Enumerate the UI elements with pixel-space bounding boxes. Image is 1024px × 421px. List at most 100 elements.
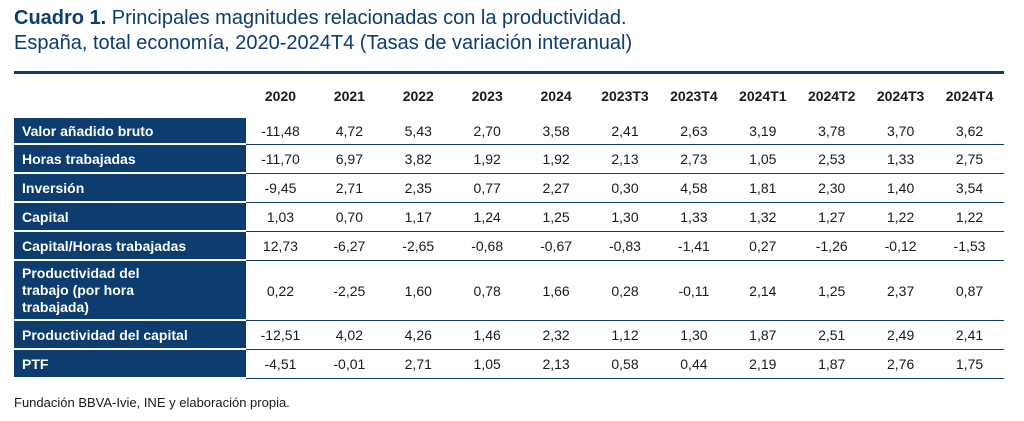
title-line2: España, total economía, 2020-2024T4 (Tas… [14,32,633,54]
table-cell: 0,28 [590,261,660,321]
table-cell: 1,30 [659,321,729,350]
table-cell: 2,73 [659,145,729,174]
table-cell: 2,75 [935,145,1004,174]
table-cell: 1,87 [728,321,798,350]
table-cell: 4,26 [383,321,453,350]
table-cell: 2,30 [797,174,867,203]
column-header: 2024 [540,88,572,104]
row-label: Inversión [14,174,246,203]
table-cell: 1,12 [590,321,660,350]
table-cell: 0,87 [935,261,1004,321]
table-cell: 2,71 [383,350,453,379]
table-cell: 2,14 [728,261,798,321]
table-cell: 4,02 [314,321,384,350]
column-header: 2023T4 [670,88,718,104]
table-cell: 1,27 [797,203,867,232]
table-cell: 0,44 [659,350,729,379]
table-cell: 4,58 [659,174,729,203]
table-cell: -2,25 [314,261,384,321]
table-top-rule [14,71,1004,74]
table-row: Horas trabajadas -11,70 6,97 3,82 1,92 1,92 2,… [14,145,1004,174]
table-row: Productividad del trabajo (por hora trab… [14,261,1004,321]
table-cell: 2,32 [521,321,591,350]
table-cell: 3,82 [383,145,453,174]
table-cell: 2,70 [452,118,522,145]
table-cell: -12,51 [246,321,315,350]
column-header: 2023 [471,88,503,104]
column-header: 2024T2 [807,88,856,104]
table-cell: 1,24 [452,203,522,232]
table-cell: 2,13 [521,350,591,379]
table-cell: -4,51 [246,350,315,379]
table-cell: 1,75 [935,350,1004,379]
table-cell: 0,78 [452,261,522,321]
table-cell: -1,53 [935,232,1004,261]
table-cell: 2,63 [659,118,729,145]
table-cell: 2,37 [866,261,936,321]
table-cell: 3,78 [797,118,867,145]
table-cell: 0,70 [314,203,384,232]
table-cell: 1,81 [728,174,798,203]
table-cell: -0,01 [314,350,384,379]
table-cell: 3,70 [866,118,936,145]
table-cell: -0,11 [659,261,729,321]
table-cell: 3,62 [935,118,1004,145]
column-header: 2022 [402,88,434,104]
table-cell: -0,68 [452,232,522,261]
column-header: 2024T4 [945,88,994,104]
table-cell: -9,45 [246,174,315,203]
table-cell: 1,92 [521,145,591,174]
table-cell: 4,72 [314,118,384,145]
table-cell: -0,83 [590,232,660,261]
table-cell: -2,65 [383,232,453,261]
title-line1: Principales magnitudes relacionadas con … [106,7,627,29]
table-cell: 2,71 [314,174,384,203]
table-cell: 1,33 [659,203,729,232]
table-cell: -11,70 [246,145,315,174]
table-cell: 1,03 [246,203,315,232]
table-cell: 2,19 [728,350,798,379]
table-row: Inversión -9,45 2,71 2,35 0,77 2,27 0,30 4,58 1,… [14,174,1004,203]
column-header: 2023T3 [601,88,649,104]
table-cell: 0,30 [590,174,660,203]
table-title: Cuadro 1. Principales magnitudes relacio… [14,6,1014,56]
table-cell: -1,41 [659,232,729,261]
table-cell: 1,32 [728,203,798,232]
column-header: 2024T1 [739,88,787,104]
table-cell: 1,25 [521,203,591,232]
table-cell: 2,53 [797,145,867,174]
row-label: Capital/Horas trabajadas [14,232,246,261]
title-label: Cuadro 1. [14,7,107,29]
table-cell: 6,97 [314,145,384,174]
table-cell: 1,40 [866,174,936,203]
table-row: Capital 1,03 0,70 1,17 1,24 1,25 1,30 1,33 1,32 1… [14,203,1004,232]
table-cell: 2,49 [866,321,936,350]
row-label: Valor añadido bruto [14,118,246,145]
row-label: Productividad del capital [14,321,246,350]
table-cell: -0,12 [866,232,936,261]
table-cell: 2,41 [935,321,1004,350]
table-row: Productividad del capital -12,51 4,02 4,26 1… [14,321,1004,350]
table-cell: 1,05 [452,350,522,379]
table-cell: 0,58 [590,350,660,379]
table-cell: -1,26 [797,232,867,261]
table-cell: 1,46 [452,321,522,350]
table-cell: -11,48 [246,118,315,145]
row-label: Horas trabajadas [14,145,246,174]
header-cells: 2020 2021 2022 2023 2024 2023T3 2023T4 2024T1 20… [246,88,1004,104]
table-cell: 1,30 [590,203,660,232]
table-cell: 2,35 [383,174,453,203]
table-cell: 2,27 [521,174,591,203]
table-cell: 1,87 [797,350,867,379]
row-label: PTF [14,350,246,379]
source-note: Fundación BBVA-Ivie, INE y elaboración p… [14,395,290,410]
table-cell: 2,76 [866,350,936,379]
column-header: 2024T3 [876,88,925,104]
column-header: 2020 [264,88,297,104]
table-cell: 3,19 [728,118,798,145]
table-cell: 2,41 [590,118,660,145]
table-cell: 0,27 [728,232,798,261]
table-cell: 3,58 [521,118,591,145]
table-row: PTF -4,51 -0,01 2,71 1,05 2,13 0,58 0,44 2,19 1,8… [14,350,1004,379]
table-cell: 1,05 [728,145,798,174]
